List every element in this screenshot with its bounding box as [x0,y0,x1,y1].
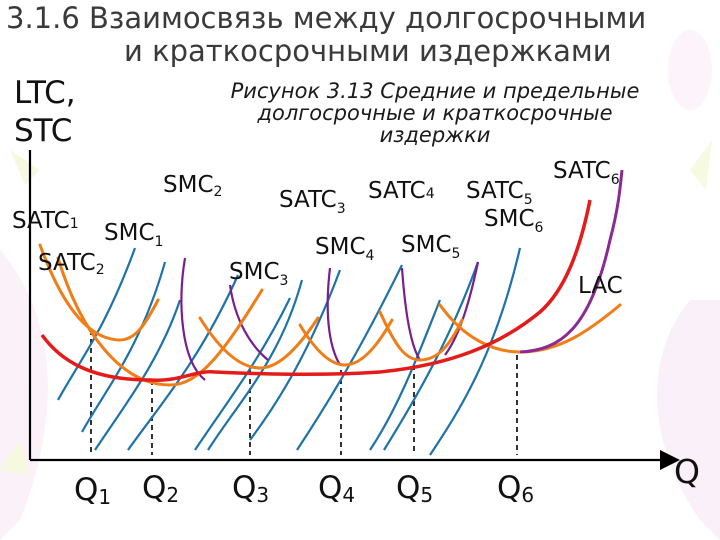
decor-leaf [0,440,30,475]
smc-curve [228,284,269,361]
label-satc4: SATC4 [368,178,435,204]
decor-leaf [10,150,40,185]
label-q5: Q5 [396,470,433,507]
smc-curve [249,269,342,441]
figure-caption-line1: Рисунок 3.13 Средние и предельные [230,79,640,103]
label-smc3: SMC3 [229,259,288,289]
smc-curve [57,247,137,401]
decor-swirl [657,300,720,540]
slide-title-line2: и краткосрочными издержками [124,34,612,68]
label-smc4: SMC4 [315,234,375,264]
smc-curve [400,267,421,361]
figure-caption: Рисунок 3.13 Средние и предельные долгос… [150,80,720,146]
smc-curve [127,274,240,451]
label-satc3: SATC3 [279,187,346,217]
satc-curve [38,243,160,342]
label-smc1: SMC1 [104,220,163,250]
smc-curve [444,261,480,356]
satc6-curve [519,169,624,354]
guide-lines [90,330,518,455]
smc-curve [429,247,522,456]
x-axis-label: Q [674,452,700,491]
label-satc1: SATC1 [12,208,79,234]
label-smc6: SMC6 [484,206,544,236]
y-axis-label-line1: LTC, [14,75,76,111]
satc-curve [198,316,320,370]
smc-curve [207,279,304,451]
satc-curve [56,256,264,387]
label-satc5: SATC5 [466,178,533,208]
slide-title: 3.1.6 Взаимосвязь между долгосрочными и … [6,2,718,68]
label-q2: Q2 [142,470,179,507]
decor-leaf [690,140,712,190]
decor-swirl [0,250,48,540]
satc-curve [298,318,394,367]
smc-curves [57,247,522,456]
smc-curve [369,299,442,451]
smc-curve [326,267,341,366]
label-smc2: SMC2 [163,172,222,200]
label-satc2: SATC2 [38,250,105,278]
figure-caption-line3: издержки [379,123,491,147]
satc-curve [378,310,464,362]
satc-curve [438,303,622,354]
label-q3: Q3 [232,470,269,507]
label-q1: Q1 [74,472,111,509]
smc-curve [194,297,291,451]
label-lac: LAC [578,273,623,299]
smc-curves-purple [180,257,480,381]
figure-caption-line2: долгосрочные и краткосрочные [257,101,613,125]
y-axis-label-line2: STC [14,113,73,149]
label-satc6: SATC6 [553,158,620,188]
slide-title-line1: 3.1.6 Взаимосвязь между долгосрочными [6,1,647,35]
x-axis-arrow [660,450,680,470]
smc-curve [383,261,480,451]
lac-curve [40,199,592,382]
label-smc5: SMC5 [401,232,460,262]
decor-petal [668,30,712,110]
label-q4: Q4 [318,470,355,507]
smc-curve [81,261,167,433]
smc-curve [296,264,403,451]
y-axis-label: LTC, STC [14,74,76,150]
label-q6: Q6 [497,470,534,507]
